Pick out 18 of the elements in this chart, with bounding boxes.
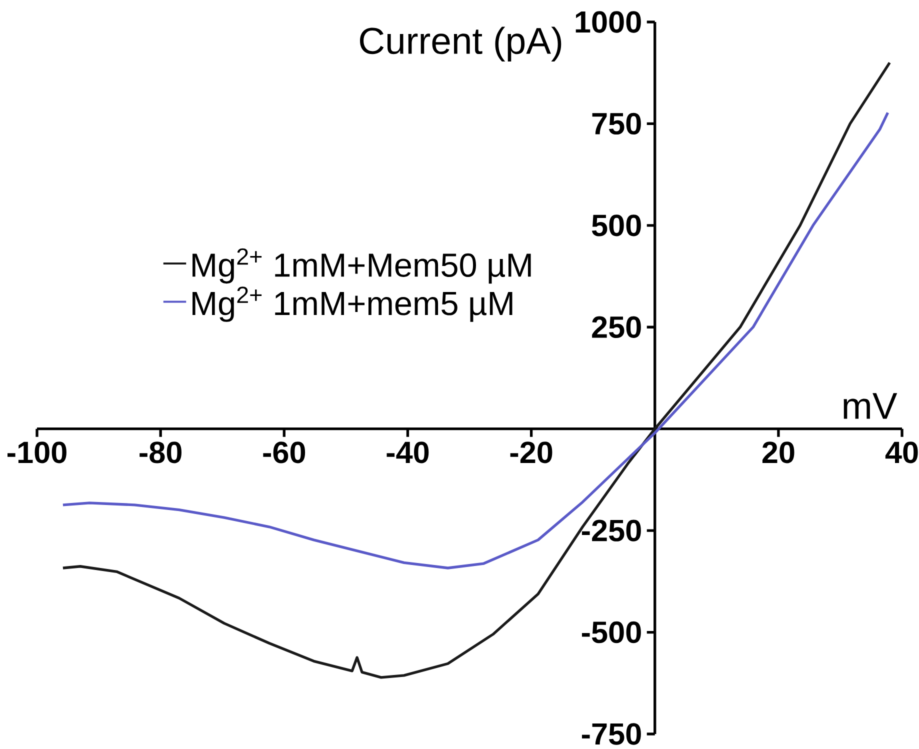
x-axis-title: mV	[844, 393, 898, 419]
x-tick-label: -40	[386, 442, 429, 464]
y-tick-label: 750	[592, 112, 641, 135]
y-tick-label: -500	[582, 621, 641, 644]
x-tick-label: 40	[885, 442, 918, 464]
legend-label: Mg$^{2+}$ 1mM+mem5 µM	[192, 286, 512, 322]
x-tick-label: 20	[762, 442, 794, 464]
y-tick-label: 500	[592, 214, 641, 236]
y-tick-label: -750	[582, 723, 641, 745]
y-tick-label: 1000	[576, 11, 641, 33]
y-tick-label: 250	[592, 316, 641, 338]
legend-label: Mg$^{2+}$ 1mM+Mem50 µM	[192, 248, 531, 284]
y-tick-label: -250	[582, 520, 641, 542]
x-tick-label: -80	[140, 442, 182, 464]
x-tick-label: -60	[263, 442, 306, 464]
x-tick-label: -100	[8, 442, 66, 464]
y-axis-title: Current (pA)	[360, 26, 562, 62]
x-tick-label: -20	[510, 442, 552, 464]
